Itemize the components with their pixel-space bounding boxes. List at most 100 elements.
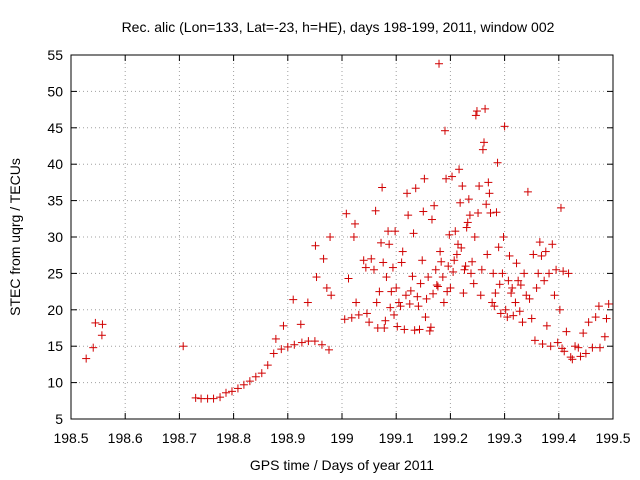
data-point	[433, 282, 442, 291]
data-point	[418, 256, 427, 265]
data-point	[415, 325, 424, 334]
data-point	[484, 178, 493, 187]
data-point	[409, 229, 418, 238]
data-point	[566, 353, 575, 362]
data-point	[518, 318, 527, 327]
data-point	[594, 302, 603, 311]
data-point	[311, 241, 320, 250]
data-point	[344, 274, 353, 283]
x-tick-label: 199.1	[379, 430, 414, 446]
data-point	[317, 340, 326, 349]
y-tick-label: 55	[47, 47, 63, 63]
data-point	[462, 223, 471, 232]
data-point	[290, 340, 299, 349]
data-point	[463, 218, 472, 227]
data-point	[382, 273, 391, 282]
data-point	[440, 126, 449, 135]
data-point	[352, 298, 361, 307]
data-point	[351, 219, 360, 228]
data-point	[367, 254, 376, 263]
data-point	[472, 107, 481, 116]
data-point	[548, 240, 557, 249]
data-point	[404, 211, 413, 220]
data-point	[504, 276, 513, 285]
data-point	[541, 247, 550, 256]
data-point	[179, 342, 188, 351]
data-point	[89, 343, 98, 352]
data-point	[354, 310, 363, 319]
data-point	[546, 342, 555, 351]
x-tick-labels: 198.5 198.6 198.7 198.8 198.9 199 199.1 199.2 19…	[53, 430, 630, 446]
data-point	[466, 269, 475, 278]
data-point	[460, 265, 469, 274]
data-point	[470, 233, 479, 241]
data-point	[471, 111, 480, 120]
data-point	[456, 198, 465, 207]
y-tick-label: 45	[47, 120, 63, 136]
data-point	[556, 203, 565, 212]
data-point	[477, 265, 486, 274]
data-point	[251, 372, 260, 381]
data-point	[525, 294, 534, 303]
data-point	[312, 273, 321, 282]
data-point	[451, 227, 460, 236]
data-point	[233, 384, 242, 393]
data-point	[564, 269, 573, 278]
data-point	[475, 182, 484, 191]
data-point	[514, 276, 523, 285]
y-tick-label: 40	[47, 156, 63, 172]
data-point	[387, 287, 396, 296]
data-point	[501, 305, 510, 314]
data-point	[553, 338, 562, 347]
x-tick-label: 199.5	[595, 430, 630, 446]
data-point	[486, 208, 495, 217]
data-point	[296, 320, 305, 329]
data-point	[449, 267, 458, 276]
data-point	[455, 165, 464, 174]
data-point	[584, 318, 593, 327]
data-point	[419, 207, 428, 216]
data-point	[595, 343, 604, 352]
data-point	[361, 263, 370, 272]
data-point	[457, 243, 466, 252]
data-point	[191, 393, 200, 402]
data-point	[522, 291, 531, 300]
data-point	[297, 338, 306, 347]
data-point	[408, 272, 417, 281]
data-point	[535, 238, 544, 247]
data-point	[429, 289, 438, 298]
data-point	[461, 262, 470, 271]
data-point	[503, 313, 512, 322]
data-point	[438, 273, 447, 282]
data-point	[481, 104, 490, 113]
data-point	[499, 233, 508, 241]
data-point	[562, 327, 571, 336]
data-point	[443, 287, 452, 296]
data-point	[379, 258, 388, 267]
data-point	[464, 195, 473, 204]
data-point	[496, 309, 505, 318]
data-point	[97, 331, 106, 340]
x-axis-label: GPS time / Days of year 2011	[250, 457, 434, 473]
data-point	[552, 265, 561, 274]
plot-frame	[70, 54, 614, 420]
data-point	[495, 280, 504, 289]
data-point	[560, 347, 569, 356]
data-point	[310, 337, 319, 346]
y-tick-label: 10	[47, 375, 63, 391]
data-point	[406, 286, 415, 295]
data-point	[490, 302, 499, 311]
data-point	[530, 336, 539, 345]
data-point	[604, 299, 613, 308]
data-point	[392, 283, 401, 292]
x-tick-label: 199.4	[541, 430, 576, 446]
data-point	[91, 318, 100, 327]
grid-lines	[71, 55, 613, 419]
data-point	[431, 265, 440, 274]
data-point	[422, 294, 431, 303]
data-point	[576, 352, 585, 361]
data-point	[568, 355, 577, 364]
y-tick-labels: 5 10 15 20 25 30 35 40 45 50 55	[47, 47, 63, 427]
data-point	[398, 247, 407, 256]
